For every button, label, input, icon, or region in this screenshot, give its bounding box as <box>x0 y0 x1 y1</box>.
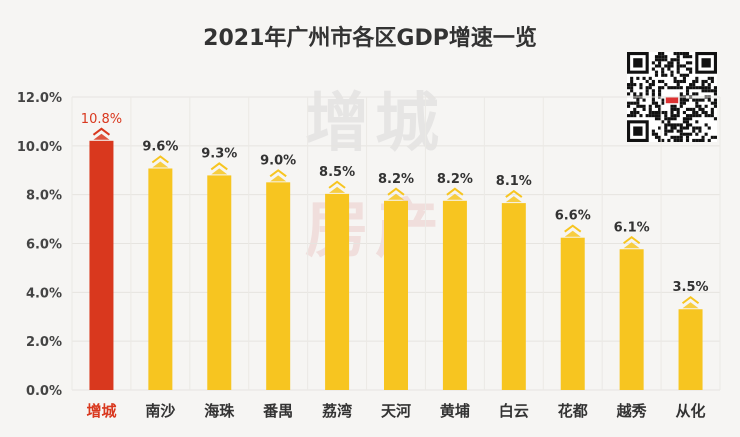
y-tick-label: 4.0% <box>26 286 62 301</box>
chart-title: 2021年广州市各区GDP增速一览 <box>203 26 537 51</box>
bar-arrow-icon <box>681 295 700 305</box>
bar-arrow-icon <box>505 196 522 203</box>
data-label: 8.1% <box>496 174 532 189</box>
bar-番禺 <box>266 182 291 390</box>
x-category-label: 海珠 <box>204 402 235 420</box>
data-label: 3.5% <box>673 280 709 295</box>
bar-越秀 <box>619 249 644 390</box>
y-tick-label: 2.0% <box>26 335 62 350</box>
data-label: 8.2% <box>378 172 414 187</box>
bar-arrow-icon <box>328 180 346 189</box>
bar-arrow-icon <box>564 224 582 233</box>
bar-arrow-icon <box>269 169 287 178</box>
data-label: 8.2% <box>437 172 473 187</box>
bar-海珠 <box>207 175 232 390</box>
bar-增城 <box>89 140 114 390</box>
bar-arrow-icon <box>623 242 640 249</box>
bar-arrow-icon <box>388 193 404 200</box>
data-label: 9.6% <box>142 139 178 154</box>
bar-arrow-icon <box>92 127 111 136</box>
bar-黄埔 <box>442 200 467 390</box>
y-tick-label: 0.0% <box>26 384 62 399</box>
bar-arrow-icon <box>505 189 523 198</box>
x-category-label: 黄埔 <box>440 402 470 420</box>
y-tick-label: 12.0% <box>17 91 62 106</box>
x-category-label: 天河 <box>381 402 411 420</box>
data-label: 6.6% <box>555 209 591 224</box>
x-category-label: 越秀 <box>616 402 648 420</box>
x-category-label: 从化 <box>676 402 706 420</box>
x-category-label: 花都 <box>558 402 588 420</box>
data-label: 9.3% <box>201 146 237 161</box>
bar-天河 <box>384 200 408 390</box>
bar-花都 <box>560 237 585 390</box>
bar-白云 <box>501 203 526 390</box>
bar-arrow-icon <box>623 236 641 245</box>
bar-arrow-icon <box>387 187 405 196</box>
data-label: 8.5% <box>319 165 355 180</box>
bar-南沙 <box>148 168 173 390</box>
bar-arrow-icon <box>446 187 464 196</box>
data-label: 9.0% <box>260 153 296 168</box>
bar-arrow-icon <box>93 133 110 140</box>
x-category-label: 荔湾 <box>322 402 352 420</box>
bar-arrow-icon <box>210 162 228 171</box>
watermark-line1: 增城 <box>305 87 445 161</box>
bar-arrow-icon <box>682 302 699 309</box>
x-category-label: 番禺 <box>262 402 293 420</box>
bar-arrow-icon <box>211 168 228 175</box>
y-tick-label: 6.0% <box>26 238 62 253</box>
data-label: 6.1% <box>614 220 650 235</box>
bar-arrow-icon <box>446 193 463 200</box>
bar-arrow-icon <box>564 230 581 237</box>
bar-从化 <box>678 309 703 390</box>
bar-arrow-icon <box>270 175 287 182</box>
y-tick-label: 10.0% <box>17 140 62 155</box>
x-category-label: 南沙 <box>145 402 175 420</box>
bar-arrow-icon <box>329 186 346 193</box>
bar-arrow-icon <box>152 161 169 168</box>
qr-code-icon <box>627 52 717 142</box>
bar-荔湾 <box>325 193 350 390</box>
bar-arrow-icon <box>151 155 169 164</box>
y-tick-label: 8.0% <box>26 189 62 204</box>
x-category-label: 增城 <box>86 402 116 420</box>
data-label: 10.8% <box>81 112 122 127</box>
x-category-label: 白云 <box>499 402 529 420</box>
